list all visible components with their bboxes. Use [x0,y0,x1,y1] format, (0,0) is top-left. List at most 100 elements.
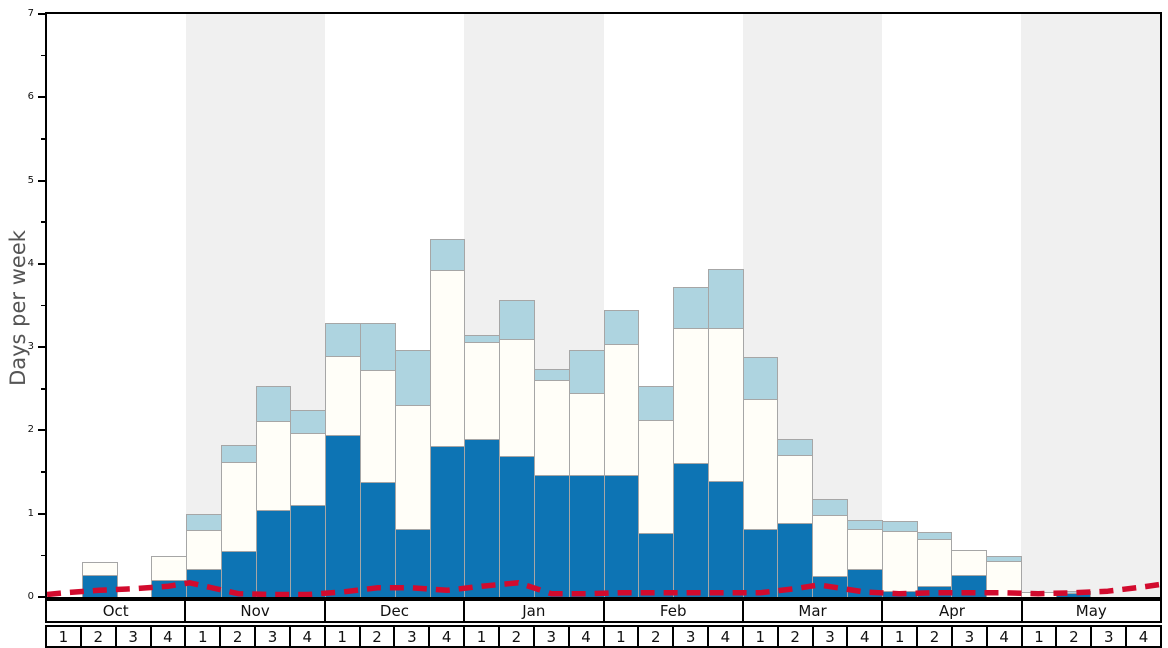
month-label-feb: Feb [602,599,744,623]
week-label: 3 [950,625,988,648]
week-label: 1 [184,625,222,648]
week-label: 3 [672,625,710,648]
y-minor-tick [41,304,45,307]
y-major-tick [38,179,45,182]
y-tick-label: 5 [27,174,34,186]
month-shading-band [1020,14,1160,597]
plot-inner [47,14,1160,597]
y-minor-tick [41,471,45,473]
month-label-apr: Apr [881,599,1023,623]
bar-segment-moderate-snow-days [429,269,466,448]
week-label: 1 [1020,625,1058,648]
week-label: 4 [567,625,605,648]
bar-segment-moderate-snow-days [812,514,848,578]
bar-segment-light-snow-days [429,238,466,271]
month-label-nov: Nov [184,599,326,623]
week-label: 2 [219,625,257,648]
bar-segment-light-snow-days [255,386,292,423]
week-label: 3 [393,625,431,648]
month-label-dec: Dec [323,599,466,623]
week-label: 4 [846,625,884,648]
bar-segment-light-snow-days [394,350,431,406]
bar-segment-heavy-snow-days [673,462,709,597]
month-label-jan: Jan [463,599,605,623]
week-label: 2 [776,625,814,648]
bar-segment-light-snow-days [360,322,396,371]
y-major-tick [38,96,45,99]
bar-segment-heavy-snow-days [464,438,501,597]
week-label: 3 [811,625,849,648]
bar-segment-light-snow-days [742,357,779,400]
bar-segment-light-snow-days [812,498,848,516]
week-label: 4 [149,625,187,648]
y-tick-label: 3 [27,341,34,353]
week-label: 4 [707,625,744,648]
bar-segment-light-snow-days [986,556,1022,563]
bar-segment-heavy-snow-days [255,509,292,597]
bar-segment-light-snow-days [603,310,640,345]
week-label: 1 [463,625,500,648]
week-label: 4 [288,625,326,648]
week-label: 1 [881,625,919,648]
y-minor-tick [41,221,45,223]
bar-segment-moderate-snow-days [81,562,118,576]
bar-segment-moderate-snow-days [951,549,988,576]
y-major-tick [38,346,45,349]
week-label: 4 [1125,625,1162,648]
week-label: 2 [358,625,396,648]
y-tick-label: 2 [27,424,34,436]
week-label: 1 [602,625,640,648]
bar-segment-heavy-snow-days [360,482,396,597]
y-tick-label: 6 [27,91,34,103]
y-major-tick [38,13,45,15]
bar-segment-light-snow-days [673,287,709,329]
week-label: 4 [985,625,1023,648]
week-label: 3 [114,625,152,648]
bar-segment-light-snow-days [325,322,362,358]
y-major-tick [38,512,45,515]
bar-segment-moderate-snow-days [186,530,222,570]
bar-segment-light-snow-days [881,521,918,533]
week-label: 2 [1055,625,1093,648]
y-major-tick [38,596,45,598]
week-label: 4 [428,625,466,648]
y-tick-label: 7 [27,8,34,19]
bar-segment-light-snow-days [777,438,814,457]
y-tick-label: 1 [27,507,34,519]
month-axis-row: Oct Nov Dec Jan Feb Mar Apr May [45,599,1162,623]
y-tick-label: 0 [27,591,34,602]
week-label: 2 [916,625,953,648]
week-label: 2 [637,625,675,648]
month-label-mar: Mar [741,599,884,623]
y-tick-label: 4 [27,257,34,269]
y-minor-tick [41,138,45,140]
y-minor-tick [41,54,45,57]
y-major-tick [38,262,45,265]
bar-segment-moderate-snow-days [533,380,570,477]
bar-segment-moderate-snow-days [325,356,362,436]
average-snow-days-line [47,580,1160,597]
week-label: 2 [79,625,117,648]
y-major-tick [38,429,45,432]
month-label-oct: Oct [45,599,187,623]
y-axis-title: Days per week [6,230,30,386]
bar-segment-moderate-snow-days [638,419,675,534]
bar-segment-light-snow-days [568,350,605,394]
bar-segment-light-snow-days [499,299,535,340]
bar-segment-light-snow-days [707,268,744,329]
bar-segment-moderate-snow-days [151,556,188,582]
bar-segment-moderate-snow-days [603,343,640,477]
bar-segment-moderate-snow-days [394,404,431,530]
bar-segment-heavy-snow-days [499,456,535,597]
week-label: 3 [1090,625,1128,648]
bar-segment-light-snow-days [916,532,953,540]
week-label: 1 [323,625,361,648]
bar-segment-heavy-snow-days [220,551,257,597]
week-label: 2 [497,625,535,648]
bar-segment-heavy-snow-days [533,475,570,597]
plot-area [45,12,1162,599]
bar-segment-moderate-snow-days [499,338,535,458]
y-minor-tick [41,388,45,390]
